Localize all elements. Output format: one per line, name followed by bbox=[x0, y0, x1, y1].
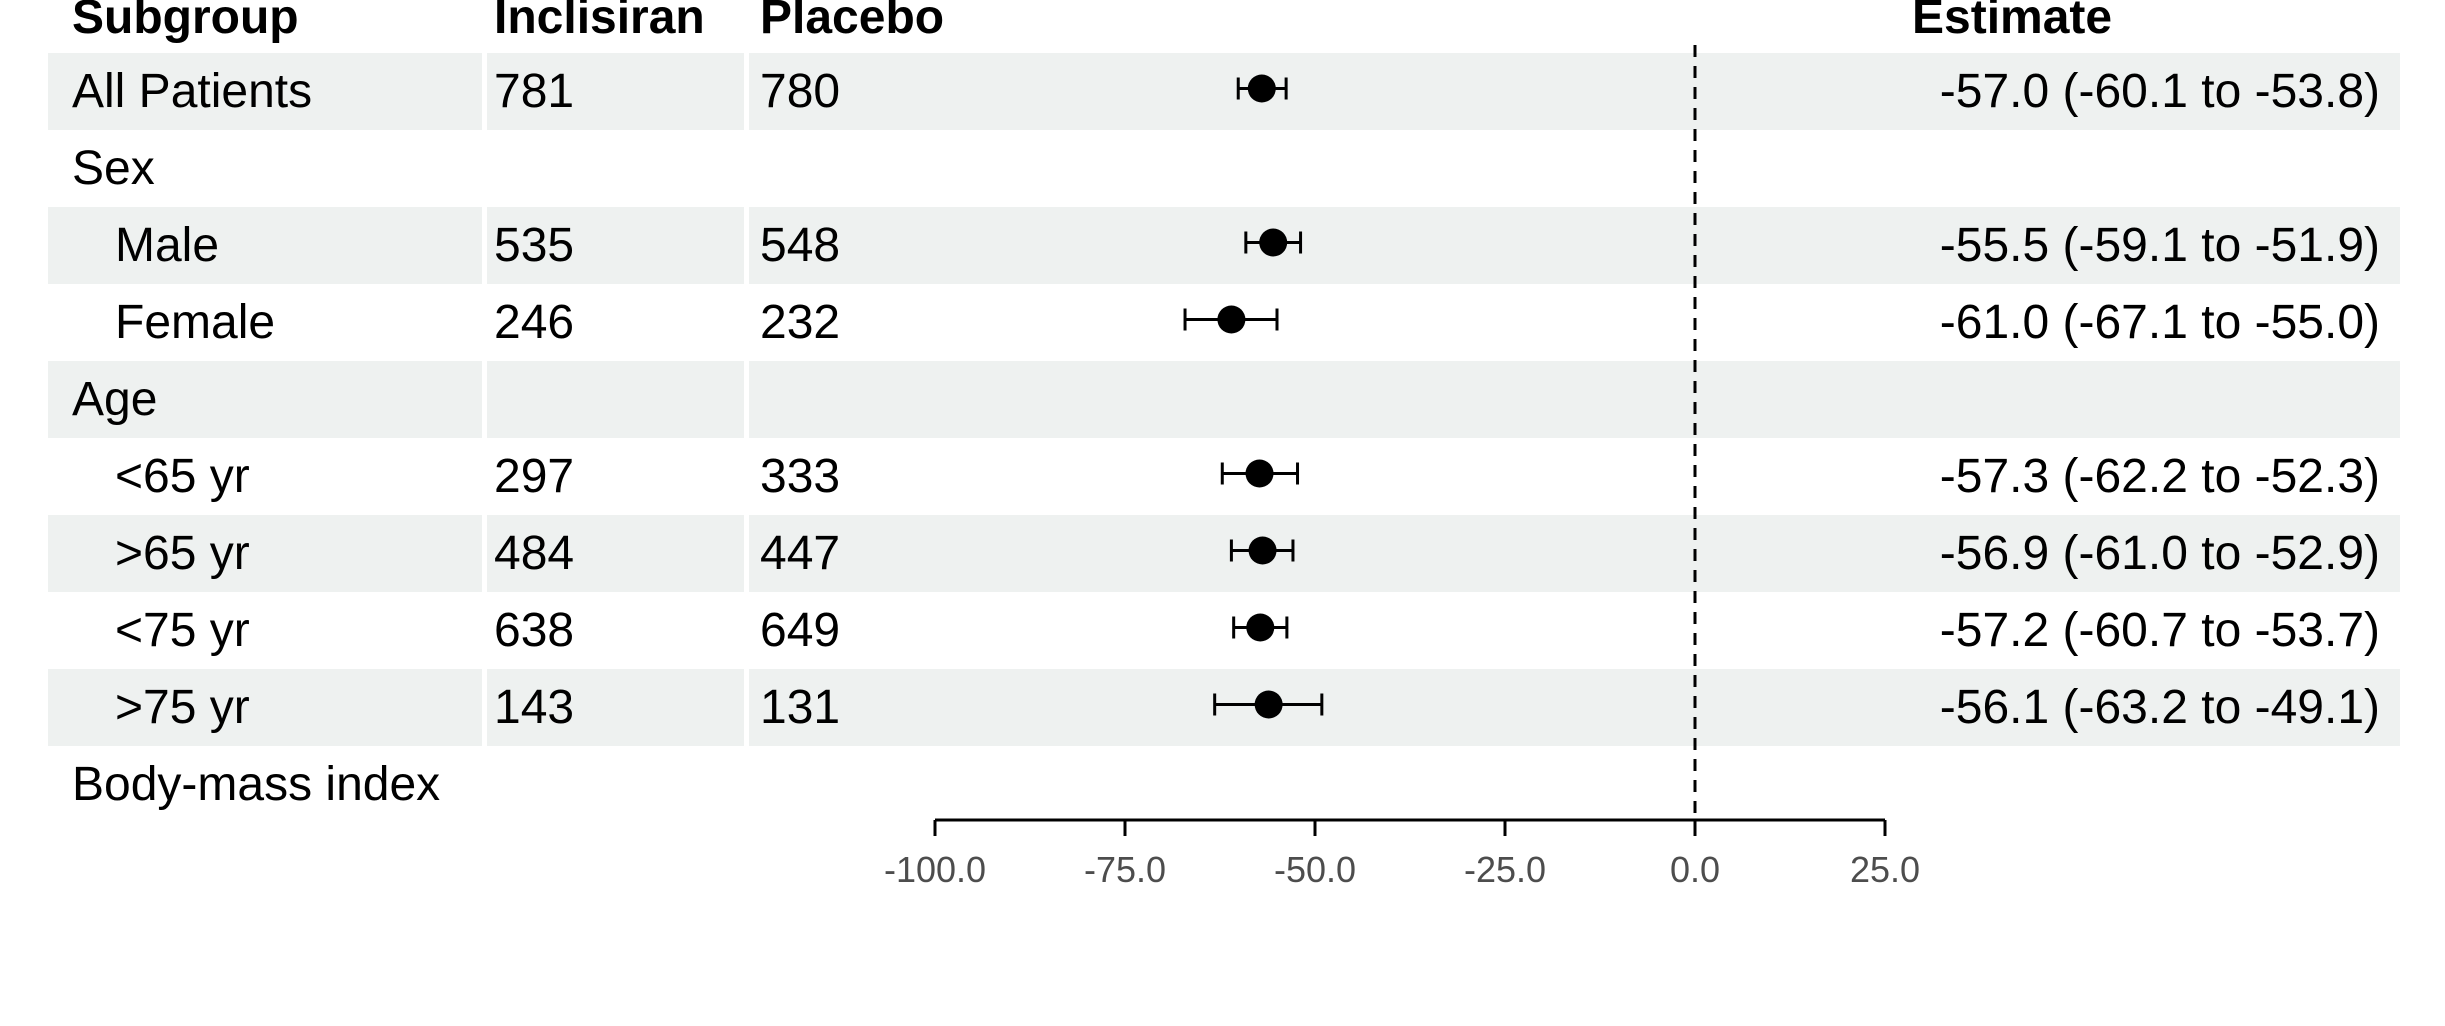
row-label: Male bbox=[115, 219, 220, 272]
point-estimate bbox=[1248, 536, 1277, 565]
row-label: <75 yr bbox=[115, 604, 250, 657]
placebo-n: 131 bbox=[760, 681, 841, 734]
row-band bbox=[48, 669, 2400, 746]
column-divider bbox=[744, 669, 749, 746]
inclisiran-n: 638 bbox=[494, 604, 575, 657]
row-band bbox=[48, 53, 2400, 130]
inclisiran-n: 246 bbox=[494, 296, 575, 349]
row-label: >65 yr bbox=[115, 527, 250, 580]
row-label: Sex bbox=[72, 142, 155, 195]
header-estimate: Estimate bbox=[1912, 0, 2113, 44]
column-divider bbox=[482, 361, 487, 438]
x-tick-label: -25.0 bbox=[1464, 849, 1546, 890]
placebo-n: 333 bbox=[760, 450, 841, 503]
inclisiran-n: 781 bbox=[494, 65, 575, 118]
inclisiran-n: 143 bbox=[494, 681, 575, 734]
header-inclisiran: Inclisiran bbox=[494, 0, 705, 44]
column-divider bbox=[482, 515, 487, 592]
inclisiran-n: 535 bbox=[494, 219, 575, 272]
row-label: Female bbox=[115, 296, 276, 349]
x-tick-label: -100.0 bbox=[884, 849, 986, 890]
row-label: <65 yr bbox=[115, 450, 250, 503]
placebo-n: 548 bbox=[760, 219, 841, 272]
estimate-ci-text: -55.5 (-59.1 to -51.9) bbox=[1939, 219, 2380, 272]
inclisiran-n: 297 bbox=[494, 450, 575, 503]
point-estimate bbox=[1247, 74, 1276, 103]
forest-marker bbox=[1213, 690, 1324, 719]
column-divider bbox=[482, 669, 487, 746]
placebo-n: 780 bbox=[760, 65, 841, 118]
forest-marker bbox=[1236, 74, 1288, 103]
forest-marker bbox=[1220, 459, 1300, 488]
estimate-ci-text: -57.2 (-60.7 to -53.7) bbox=[1939, 604, 2380, 657]
header-placebo: Placebo bbox=[760, 0, 945, 44]
point-estimate bbox=[1254, 690, 1283, 719]
point-estimate bbox=[1246, 613, 1275, 642]
estimate-ci-text: -56.1 (-63.2 to -49.1) bbox=[1939, 681, 2380, 734]
forest-marker bbox=[1244, 228, 1303, 257]
forest-marker bbox=[1232, 613, 1289, 642]
row-label: Age bbox=[72, 373, 158, 426]
row-band bbox=[48, 515, 2400, 592]
estimate-ci-text: -57.0 (-60.1 to -53.8) bbox=[1939, 65, 2380, 118]
point-estimate bbox=[1259, 228, 1288, 257]
placebo-n: 649 bbox=[760, 604, 841, 657]
row-label: >75 yr bbox=[115, 681, 250, 734]
estimate-ci-text: -57.3 (-62.2 to -52.3) bbox=[1939, 450, 2380, 503]
estimate-ci-text: -56.9 (-61.0 to -52.9) bbox=[1939, 527, 2380, 580]
placebo-n: 447 bbox=[760, 527, 841, 580]
x-tick-label: 25.0 bbox=[1850, 849, 1920, 890]
x-tick-label: -75.0 bbox=[1084, 849, 1166, 890]
column-divider bbox=[744, 207, 749, 284]
column-divider bbox=[744, 515, 749, 592]
estimate-ci-text: -61.0 (-67.1 to -55.0) bbox=[1939, 296, 2380, 349]
x-tick-label: -50.0 bbox=[1274, 849, 1356, 890]
point-estimate bbox=[1217, 305, 1246, 334]
header-subgroup: Subgroup bbox=[72, 0, 299, 44]
row-label: Body-mass index bbox=[72, 758, 441, 811]
column-divider bbox=[744, 361, 749, 438]
row-band bbox=[48, 207, 2400, 284]
column-divider bbox=[744, 53, 749, 130]
x-tick-label: 0.0 bbox=[1670, 849, 1720, 890]
forest-marker bbox=[1229, 536, 1295, 565]
point-estimate bbox=[1245, 459, 1274, 488]
placebo-n: 232 bbox=[760, 296, 841, 349]
column-divider bbox=[482, 207, 487, 284]
row-band bbox=[48, 361, 2400, 438]
inclisiran-n: 484 bbox=[494, 527, 575, 580]
forest-marker bbox=[1183, 305, 1279, 334]
column-divider bbox=[482, 53, 487, 130]
row-label: All Patients bbox=[72, 65, 313, 118]
